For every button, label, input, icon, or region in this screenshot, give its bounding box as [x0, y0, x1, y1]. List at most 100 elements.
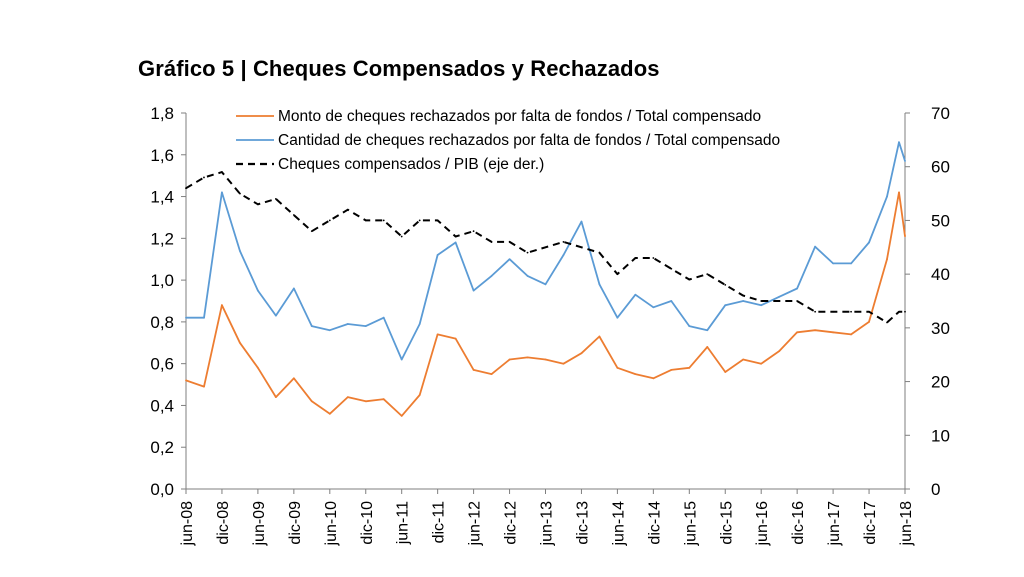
series-3-point — [400, 235, 403, 238]
x-tick-label: jun-09 — [251, 501, 268, 547]
y-left-tick-label: 0,0 — [150, 480, 174, 499]
y-left-tick-label: 0,6 — [150, 355, 174, 374]
series-1-point — [454, 337, 457, 340]
series-2-point — [274, 314, 277, 317]
y-left-tick-label: 1,4 — [150, 188, 174, 207]
series-3-point — [670, 267, 673, 270]
x-tick-label: dic-09 — [287, 501, 304, 545]
series-2-point — [454, 241, 457, 244]
series-3-point — [886, 321, 888, 324]
series-1-point — [508, 358, 511, 361]
y-left-tick-label: 0,8 — [150, 313, 174, 332]
series-2-point — [310, 325, 313, 327]
x-tick-label: dic-12 — [503, 501, 520, 545]
series-3-point — [760, 300, 763, 302]
series-3-point — [688, 278, 691, 281]
series-1-point — [544, 358, 547, 361]
series-3-point — [526, 251, 529, 254]
series-2-point — [221, 191, 223, 194]
series-2-point — [796, 287, 799, 290]
x-tick-label: jun-12 — [467, 501, 484, 547]
series-2-point — [670, 300, 673, 302]
series-3-point — [508, 241, 511, 243]
series-2-point — [418, 323, 421, 325]
series-1-point — [832, 331, 834, 334]
series-1-point — [814, 329, 817, 332]
series-2-point — [706, 329, 709, 332]
series-1-point — [526, 356, 529, 359]
series-3-point — [742, 294, 745, 297]
series-2-point — [634, 293, 637, 296]
series-1-point — [257, 366, 259, 369]
series-3-point — [598, 251, 601, 254]
legend-label-3: Cheques compensados / PIB (eje der.) — [278, 156, 544, 173]
y-right-tick-label: 50 — [931, 211, 950, 230]
series-3-point — [328, 219, 331, 222]
series-3-point — [472, 230, 475, 233]
series-3-point — [796, 300, 799, 302]
legend-label-1: Monto de cheques rechazados por falta de… — [278, 108, 761, 125]
series-2-point — [257, 289, 259, 292]
series-1-point — [580, 352, 583, 355]
x-tick-label: jun-18 — [898, 501, 915, 547]
series-3-point — [490, 241, 493, 243]
series-1-point — [652, 377, 655, 380]
y-right-tick-label: 20 — [931, 373, 950, 392]
y-right-tick-label: 70 — [931, 104, 950, 123]
series-1-point — [886, 258, 888, 261]
series-1-point — [418, 394, 421, 396]
series-3-point — [382, 219, 385, 222]
series-2-point — [724, 304, 727, 307]
series-3-point — [185, 187, 187, 190]
x-tick-label: dic-17 — [862, 501, 879, 545]
series-1-point — [239, 341, 241, 344]
series-2-point — [436, 254, 439, 256]
series-1-point — [688, 366, 691, 369]
series-1-point — [310, 400, 313, 403]
series-2-point — [544, 283, 547, 286]
series-2-point — [508, 258, 511, 261]
y-left-tick-label: 0,4 — [150, 396, 174, 415]
series-3-point — [454, 235, 457, 238]
y-right-tick-label: 60 — [931, 158, 950, 177]
series-3-point — [904, 310, 906, 313]
x-tick-label: dic-10 — [359, 501, 376, 545]
series-2-point — [239, 249, 241, 252]
series-3-point — [239, 192, 241, 195]
legend: Monto de cheques rechazados por falta de… — [236, 108, 780, 173]
series-1-point — [274, 396, 277, 398]
series-1-point — [328, 412, 331, 415]
series-line-3 — [185, 171, 905, 324]
x-tick-label: jun-08 — [179, 501, 196, 547]
series-1-point — [598, 335, 601, 338]
series-2-point — [898, 141, 900, 144]
series-3-point — [652, 257, 655, 259]
series-group — [185, 141, 906, 417]
series-2-point — [652, 306, 655, 309]
series-1-point — [203, 385, 205, 388]
series-2-point — [400, 358, 403, 361]
y-left-tick-label: 1,6 — [150, 146, 174, 165]
y-left-tick-label: 1,0 — [150, 271, 174, 290]
series-1-point — [221, 304, 223, 307]
series-3-point — [562, 241, 565, 243]
series-2-point — [185, 316, 187, 319]
series-1-point — [490, 373, 493, 376]
series-3-point — [346, 208, 349, 211]
series-3-point — [274, 198, 277, 200]
series-2-point — [580, 220, 583, 223]
x-tick-label: jun-17 — [826, 501, 843, 547]
series-1-point — [724, 371, 727, 373]
series-2-point — [562, 254, 565, 256]
series-2-point — [526, 275, 529, 277]
series-3-point — [616, 273, 619, 276]
series-2-point — [203, 316, 205, 319]
series-2-point — [490, 275, 493, 277]
series-1-point — [472, 369, 475, 371]
chart-title: Gráfico 5 | Cheques Compensados y Rechaz… — [138, 56, 660, 81]
x-tick-label: jun-15 — [682, 501, 699, 547]
y-left-tick-label: 0,2 — [150, 438, 174, 457]
series-2-point — [382, 316, 385, 319]
series-3-point — [832, 310, 834, 313]
